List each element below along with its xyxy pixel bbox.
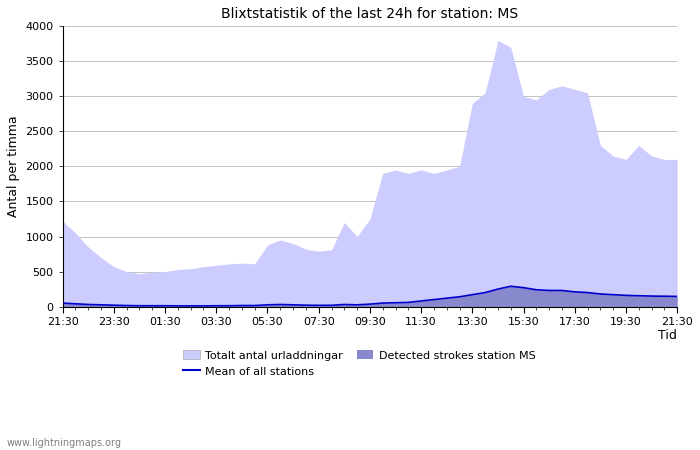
Y-axis label: Antal per timma: Antal per timma <box>7 116 20 217</box>
Title: Blixtstatistik of the last 24h for station: MS: Blixtstatistik of the last 24h for stati… <box>221 7 519 21</box>
Text: Tid: Tid <box>658 329 677 342</box>
Text: www.lightningmaps.org: www.lightningmaps.org <box>7 438 122 448</box>
Legend: Totalt antal urladdningar, Mean of all stations, Detected strokes station MS: Totalt antal urladdningar, Mean of all s… <box>178 346 540 381</box>
